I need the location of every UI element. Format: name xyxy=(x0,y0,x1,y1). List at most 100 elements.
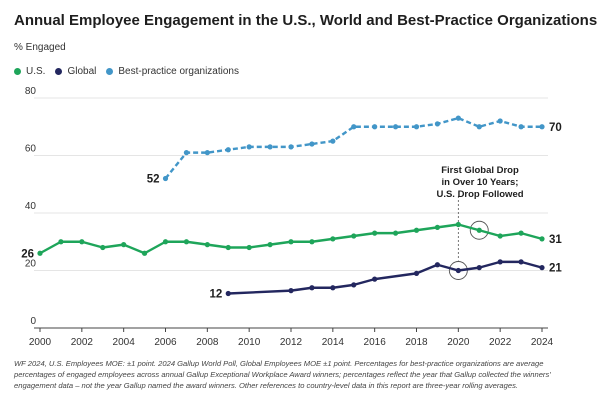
x-tick-label: 2002 xyxy=(71,337,94,348)
annotation-circle xyxy=(448,261,468,280)
chart-title: Annual Employee Engagement in the U.S., … xyxy=(14,12,598,29)
data-point-us xyxy=(497,233,503,239)
data-point-us xyxy=(476,227,482,233)
data-point-us xyxy=(58,239,64,245)
data-point-best xyxy=(288,144,294,150)
data-point-global xyxy=(288,288,294,294)
legend-item-best: Best-practice organizations xyxy=(106,66,239,77)
chart-legend: U.S. Global Best-practice organizations xyxy=(14,66,239,77)
data-point-best xyxy=(413,124,420,130)
data-point-global xyxy=(330,285,336,291)
annotation-circle xyxy=(469,220,489,240)
data-point-us xyxy=(372,230,378,236)
data-point-global xyxy=(518,259,524,265)
data-point-us xyxy=(141,250,148,256)
data-point-best xyxy=(246,144,252,150)
data-point-best xyxy=(162,175,169,182)
legend-marker-us xyxy=(14,68,21,75)
data-point-global xyxy=(455,267,461,274)
chart-subtitle: % Engaged xyxy=(14,42,66,53)
data-point-us xyxy=(455,221,461,228)
legend-marker-best xyxy=(106,68,114,75)
data-point-best xyxy=(351,124,357,130)
data-point-global xyxy=(351,282,357,288)
data-point-best xyxy=(497,118,503,124)
data-point-us xyxy=(351,233,357,239)
data-point-global xyxy=(476,265,482,271)
data-point-us xyxy=(392,230,399,236)
legend-item-global: Global xyxy=(55,66,96,77)
data-point-global xyxy=(309,285,315,291)
data-point-us xyxy=(309,239,315,245)
legend-label-global: Global xyxy=(67,66,97,77)
x-tick-label: 2012 xyxy=(280,337,303,348)
data-point-best xyxy=(309,141,315,147)
series-start-label-global: 12 xyxy=(209,289,222,301)
data-point-best xyxy=(392,124,399,130)
series-line-us xyxy=(39,223,543,255)
series-end-label-best: 70 xyxy=(549,122,562,134)
data-point-best xyxy=(330,138,336,144)
data-point-us xyxy=(37,250,43,256)
data-point-global xyxy=(497,259,503,265)
x-tick-label: 2020 xyxy=(447,337,470,348)
data-point-us xyxy=(162,239,169,245)
data-point-us xyxy=(100,244,106,251)
footnote: WF 2024, U.S. Employees MOE: ±1 point. 2… xyxy=(14,359,551,390)
data-point-us xyxy=(246,244,252,251)
data-point-us xyxy=(518,230,524,236)
data-point-us xyxy=(121,242,127,248)
legend-label-best: Best-practice organizations xyxy=(118,66,239,77)
legend-item-us: U.S. xyxy=(14,66,45,77)
legend-marker-global xyxy=(55,68,63,75)
data-point-best xyxy=(518,124,524,130)
data-point-global xyxy=(372,276,378,282)
y-tick-label: 40 xyxy=(25,201,37,212)
data-point-us xyxy=(434,224,441,230)
series-start-label-best: 52 xyxy=(147,174,160,186)
annotation-text: First Global Drop xyxy=(441,165,519,176)
legend-label-us: U.S. xyxy=(26,66,46,77)
data-point-us xyxy=(79,239,85,245)
data-point-best xyxy=(267,144,273,150)
data-point-us xyxy=(183,239,190,245)
data-point-us xyxy=(204,242,210,248)
data-point-us xyxy=(539,236,545,242)
x-tick-label: 2006 xyxy=(154,337,177,348)
series-end-label-global: 21 xyxy=(549,263,562,275)
x-tick-label: 2004 xyxy=(113,337,136,348)
data-point-us xyxy=(225,244,231,251)
annotation-text: in Over 10 Years; xyxy=(442,177,519,188)
data-point-global xyxy=(225,290,231,297)
series-start-label-us: 26 xyxy=(21,248,34,260)
data-point-best xyxy=(204,150,210,156)
data-point-global xyxy=(434,262,441,268)
line-chart: 0 20 40 60 80 2000 2002 2004 2006 2008 2010 2012 201… xyxy=(21,86,562,348)
x-tick-label: 2018 xyxy=(405,337,428,348)
x-tick-label: 2022 xyxy=(489,337,512,348)
annotation-text: U.S. Drop Followed xyxy=(436,189,523,200)
series-end-label-us: 31 xyxy=(549,234,562,246)
data-point-global xyxy=(413,270,420,276)
data-point-best xyxy=(372,124,378,130)
data-point-best xyxy=(225,147,231,153)
data-point-best xyxy=(476,124,482,130)
data-point-best xyxy=(539,124,545,130)
data-point-best xyxy=(183,150,190,156)
y-tick-label: 0 xyxy=(30,316,36,327)
y-tick-label: 80 xyxy=(25,86,37,97)
data-point-best xyxy=(434,121,441,127)
data-point-us xyxy=(330,236,336,242)
data-point-us xyxy=(267,242,273,248)
data-point-us xyxy=(288,239,294,245)
series-line-global xyxy=(228,260,543,295)
x-tick-label: 2010 xyxy=(238,337,261,348)
x-tick-label: 2016 xyxy=(364,337,387,348)
x-tick-label: 2000 xyxy=(29,337,52,348)
data-point-us xyxy=(413,227,420,233)
data-point-best xyxy=(455,115,461,121)
x-tick-label: 2008 xyxy=(196,337,219,348)
y-tick-label: 20 xyxy=(25,259,37,270)
y-tick-label: 60 xyxy=(25,144,37,155)
data-point-global xyxy=(539,265,545,271)
